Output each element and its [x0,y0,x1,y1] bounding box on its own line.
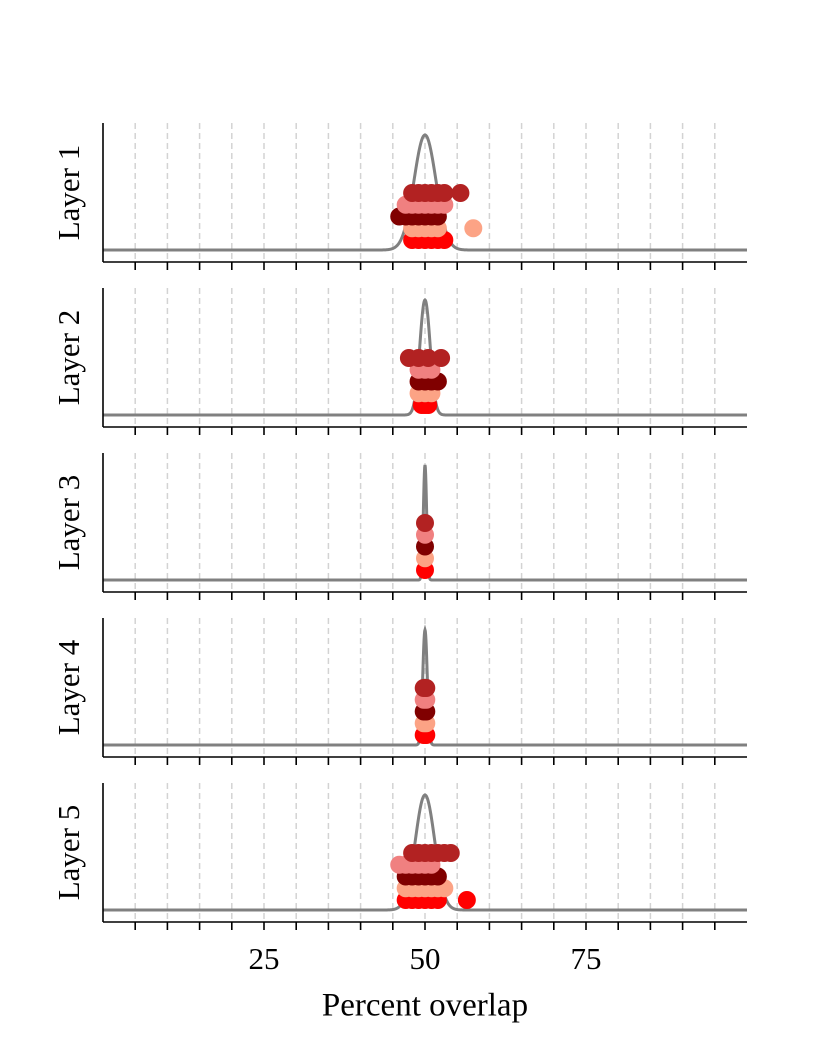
x-axis-label: Percent overlap [322,988,528,1024]
point [441,844,460,862]
density-curve [103,133,747,252]
point [435,184,454,202]
point [451,184,470,202]
point [432,349,451,367]
y-axis-label: Layer 2 [51,310,86,406]
point [457,891,476,909]
x-tick-label: 75 [571,941,602,976]
point [464,219,483,238]
density-curve [103,624,747,747]
x-tick-label: 50 [410,941,441,976]
y-axis-label: Layer 5 [51,805,86,901]
point [416,514,434,532]
density-curve [103,298,747,417]
x-tick-label: 25 [249,941,280,976]
y-axis-label: Layer 1 [51,145,86,241]
y-axis-label: Layer 3 [51,475,86,571]
y-axis-label: Layer 4 [51,639,86,735]
point [419,349,438,367]
density-curve [103,464,747,582]
point [417,679,436,697]
density-curve [103,793,747,912]
